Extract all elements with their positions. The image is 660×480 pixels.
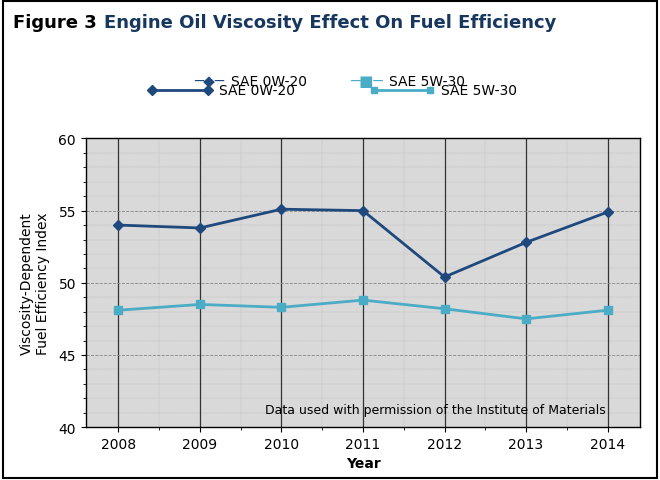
SAE 5W-30	[441, 306, 449, 312]
SAE 0W-20	[196, 226, 204, 231]
SAE 5W-30	[114, 308, 122, 313]
Text: SAE 5W-30: SAE 5W-30	[441, 84, 517, 98]
Line: SAE 0W-20: SAE 0W-20	[115, 206, 611, 281]
Text: ─■─: ─■─	[350, 74, 383, 89]
Y-axis label: Viscosity-Dependent
Fuel Efficiency Index: Viscosity-Dependent Fuel Efficiency Inde…	[20, 212, 50, 354]
SAE 5W-30	[196, 302, 204, 308]
Text: ─◆─: ─◆─	[195, 74, 224, 89]
Text: Data used with permission of the Institute of Materials: Data used with permission of the Institu…	[265, 403, 606, 416]
Line: SAE 5W-30: SAE 5W-30	[115, 297, 611, 323]
SAE 0W-20	[604, 210, 612, 216]
SAE 0W-20	[441, 275, 449, 280]
SAE 5W-30	[359, 298, 367, 303]
Text: SAE 0W-20: SAE 0W-20	[231, 74, 307, 89]
Text: Engine Oil Viscosity Effect On Fuel Efficiency: Engine Oil Viscosity Effect On Fuel Effi…	[104, 14, 556, 32]
Text: SAE 0W-20: SAE 0W-20	[219, 84, 295, 98]
Text: SAE 5W-30: SAE 5W-30	[389, 74, 465, 89]
SAE 0W-20	[114, 223, 122, 228]
SAE 0W-20	[522, 240, 530, 246]
SAE 0W-20	[277, 207, 285, 213]
SAE 5W-30	[277, 305, 285, 311]
X-axis label: Year: Year	[346, 456, 380, 470]
SAE 5W-30	[604, 308, 612, 313]
SAE 0W-20	[359, 208, 367, 214]
Text: Figure 3: Figure 3	[13, 14, 97, 32]
SAE 5W-30	[522, 316, 530, 322]
